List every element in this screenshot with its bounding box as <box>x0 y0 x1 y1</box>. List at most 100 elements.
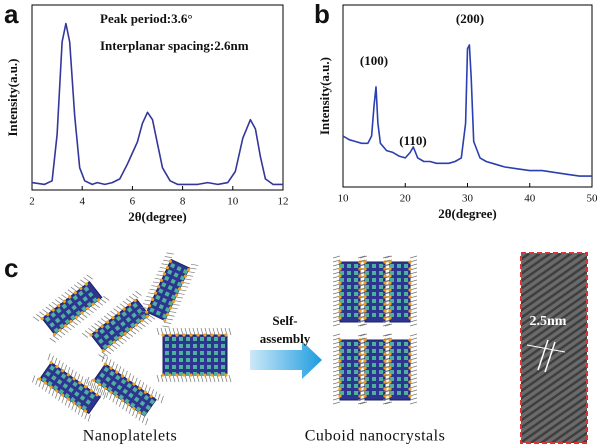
octahedron <box>347 278 351 282</box>
panel-c: c Self- assembly Nanoplatelets Cuboid na… <box>4 252 588 445</box>
octahedron <box>404 363 408 367</box>
octahedron <box>397 349 401 353</box>
octahedron <box>165 337 169 341</box>
octahedron <box>347 384 351 388</box>
octahedron <box>170 278 176 285</box>
octahedron <box>365 370 369 374</box>
cation <box>388 387 392 391</box>
ligand <box>190 263 199 266</box>
ligand <box>68 400 72 408</box>
octahedron <box>200 372 204 376</box>
octahedron <box>176 266 182 272</box>
ligand <box>332 291 341 295</box>
cation <box>388 373 392 377</box>
ligand <box>51 301 59 307</box>
octahedron <box>45 316 51 323</box>
ligand <box>184 278 192 281</box>
cation <box>118 336 122 340</box>
nanoplatelet <box>32 353 107 422</box>
cation <box>388 309 392 313</box>
octahedron <box>45 371 51 377</box>
octahedron <box>397 363 401 367</box>
octahedron <box>125 316 132 323</box>
octahedron <box>221 372 225 376</box>
octahedron <box>75 400 82 407</box>
octahedron <box>372 384 376 388</box>
ligand <box>141 306 149 309</box>
cation <box>383 387 387 391</box>
octahedron <box>390 349 394 353</box>
octahedron <box>68 387 74 393</box>
cation <box>69 319 73 324</box>
ligand <box>126 331 134 337</box>
cation <box>388 352 392 356</box>
octahedron <box>397 271 401 275</box>
octahedron <box>179 365 183 369</box>
octahedron <box>365 271 369 275</box>
octahedron <box>182 268 189 275</box>
octahedron <box>41 376 47 383</box>
ligand <box>384 333 393 337</box>
octahedron <box>149 307 155 313</box>
octahedron <box>404 313 408 317</box>
octahedron <box>347 313 351 317</box>
cation <box>338 359 342 363</box>
octahedron <box>172 358 176 362</box>
cation <box>83 409 88 413</box>
cation <box>51 308 55 312</box>
ligand <box>382 291 391 295</box>
ligand <box>208 327 212 336</box>
octahedron <box>379 285 383 289</box>
cation <box>92 378 96 383</box>
cation <box>363 302 367 306</box>
cation <box>363 387 367 391</box>
cation <box>120 398 125 403</box>
cation <box>217 373 221 377</box>
cation <box>388 380 392 384</box>
octahedron <box>340 349 344 353</box>
ligand <box>159 267 168 269</box>
ligand <box>55 391 59 399</box>
cation <box>388 366 392 370</box>
cation <box>168 259 172 263</box>
ligand <box>163 321 172 324</box>
octahedron <box>379 370 383 374</box>
octahedron <box>132 386 138 393</box>
cation <box>180 280 185 285</box>
octahedron <box>158 304 164 310</box>
ligand <box>332 337 341 341</box>
x-tick-label: 10 <box>338 193 350 205</box>
octahedron <box>354 264 358 268</box>
ligand <box>192 374 196 383</box>
nanoplatelet <box>382 255 418 327</box>
octahedron <box>131 312 137 319</box>
octahedron <box>137 390 144 397</box>
ligand <box>357 311 366 315</box>
cation <box>338 352 342 356</box>
ligand <box>228 327 232 336</box>
ligand <box>409 357 418 361</box>
ligand <box>88 327 95 333</box>
octahedron <box>56 379 63 385</box>
ligand <box>220 327 224 336</box>
cation <box>408 366 412 370</box>
octahedron <box>76 300 83 307</box>
cation <box>98 382 102 387</box>
octahedron <box>67 299 73 305</box>
ligand <box>332 361 341 365</box>
octahedron <box>365 342 369 346</box>
octahedron <box>170 294 177 300</box>
octahedron <box>347 363 351 367</box>
octahedron <box>340 391 344 395</box>
cation <box>408 295 412 299</box>
octahedron <box>340 313 344 317</box>
ligand <box>357 389 366 393</box>
octahedron <box>207 358 211 362</box>
octahedron <box>65 309 72 315</box>
cation <box>186 268 191 272</box>
cation <box>408 302 412 306</box>
ligand <box>332 323 341 327</box>
octahedron <box>390 271 394 275</box>
cation <box>145 310 149 314</box>
octahedron <box>207 344 211 348</box>
